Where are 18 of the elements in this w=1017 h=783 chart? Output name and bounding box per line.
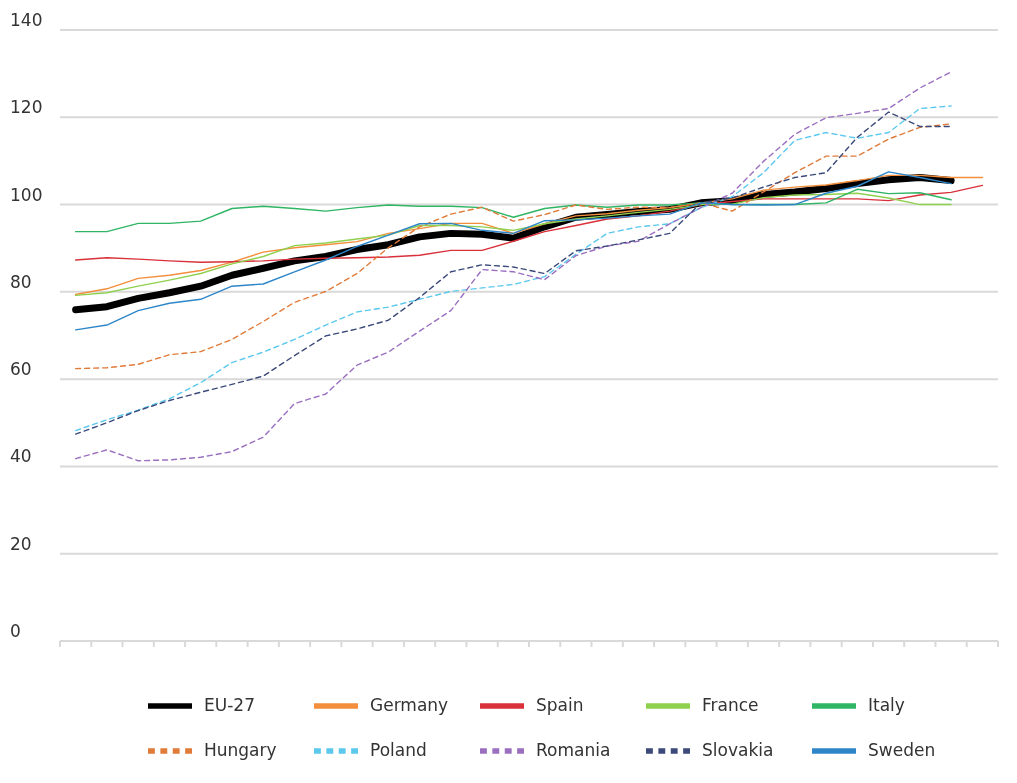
y-tick-label: 100 bbox=[10, 184, 43, 205]
legend-label: Germany bbox=[370, 694, 450, 717]
y-tick-label: 140 bbox=[10, 10, 43, 31]
legend-label: Italy bbox=[868, 694, 906, 717]
legend-label: Hungary bbox=[204, 739, 278, 762]
legend-label: Spain bbox=[536, 694, 585, 717]
legend-label: Romania bbox=[536, 739, 612, 762]
y-tick-label: 120 bbox=[10, 97, 43, 118]
legend-label: Sweden bbox=[868, 739, 937, 762]
y-tick-label: 60 bbox=[10, 359, 32, 380]
y-tick-label: 40 bbox=[10, 446, 32, 467]
legend-label: Slovakia bbox=[702, 739, 775, 762]
legend-label: EU-27 bbox=[204, 694, 256, 717]
y-tick-label: 0 bbox=[10, 621, 21, 642]
y-tick-label: 80 bbox=[10, 271, 32, 292]
legend-label: Poland bbox=[370, 739, 428, 762]
y-tick-label: 20 bbox=[10, 533, 32, 554]
legend-label: France bbox=[702, 694, 760, 717]
